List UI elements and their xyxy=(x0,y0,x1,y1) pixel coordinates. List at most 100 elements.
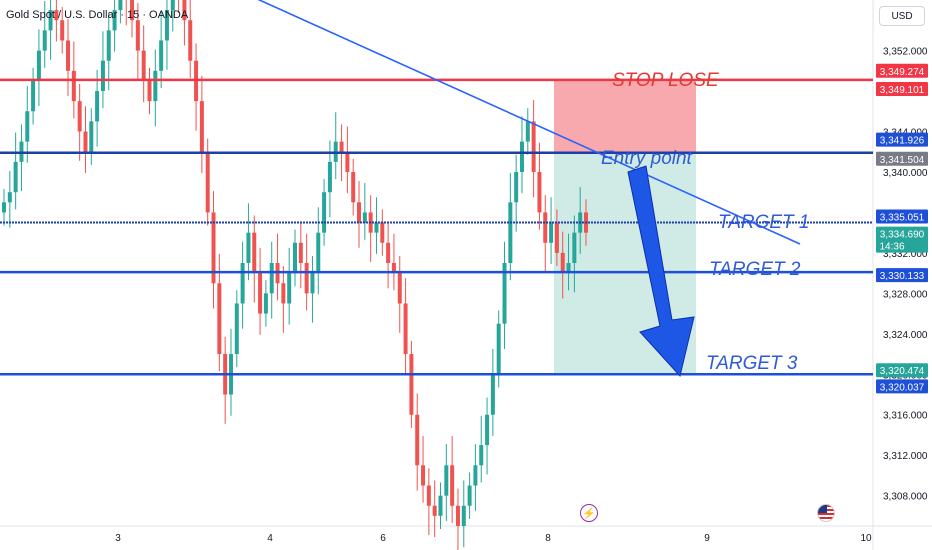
candle-body xyxy=(130,0,135,21)
countdown-label: 14:36 xyxy=(879,242,904,253)
candle-body xyxy=(415,414,420,466)
candle-body xyxy=(269,263,274,294)
candle-body xyxy=(485,414,490,446)
candle-body xyxy=(467,485,472,506)
price-tag: 3,320.474 xyxy=(876,363,928,378)
candle-body xyxy=(240,263,245,304)
candle-body xyxy=(199,101,204,152)
price-tag: 3,330.133 xyxy=(876,268,928,283)
candle-body xyxy=(496,323,501,375)
candle-body xyxy=(159,40,164,71)
candle-body xyxy=(205,151,210,213)
candle-body xyxy=(357,202,362,223)
candle-body xyxy=(153,70,158,102)
candle-body xyxy=(351,171,356,203)
candle-body xyxy=(432,505,437,516)
price-tag-label: 3,320.474 xyxy=(880,366,925,377)
candle-body xyxy=(339,141,344,152)
candle-body xyxy=(60,20,65,41)
candle-body xyxy=(77,101,82,132)
candle-body xyxy=(89,121,94,152)
candle-body xyxy=(490,374,495,415)
candle-body xyxy=(13,161,18,193)
candle-body xyxy=(514,171,519,203)
down-arrow xyxy=(627,165,695,378)
symbol-title: Gold Spot / U.S. Dollar · 15 · OANDA xyxy=(6,9,189,21)
price-tag-bg xyxy=(876,63,928,78)
price-tag-bg xyxy=(876,268,928,283)
candle-body xyxy=(48,10,53,31)
target-2-label: TARGET 2 xyxy=(709,259,801,280)
price-tag-label: 3,341.926 xyxy=(880,136,925,147)
candle-body xyxy=(502,263,507,324)
price-tag-bg xyxy=(876,151,928,166)
candle-body xyxy=(508,202,513,263)
candle-body xyxy=(118,0,123,11)
candle-body xyxy=(473,465,478,486)
candle-body xyxy=(95,91,100,122)
candle-body xyxy=(426,485,431,506)
candle-body xyxy=(66,40,71,71)
candle-body xyxy=(310,273,315,294)
candle-body xyxy=(566,263,571,274)
candle-body xyxy=(188,20,193,61)
price-tag: 3,335.051 xyxy=(876,209,928,224)
price-tag-bg xyxy=(876,209,928,224)
candle-body xyxy=(304,263,309,294)
candle-body xyxy=(147,80,152,102)
candle-body xyxy=(327,161,332,193)
candle-body xyxy=(54,10,59,21)
candle-body xyxy=(345,151,350,172)
candle-body xyxy=(112,10,117,31)
candle-body xyxy=(263,293,268,314)
candle-body xyxy=(182,0,187,21)
candle-body xyxy=(386,242,391,263)
price-tag: 3,320.037 xyxy=(876,379,928,394)
x-tick-label: 9 xyxy=(704,533,710,544)
candle-body xyxy=(36,50,41,81)
candle-body xyxy=(164,10,169,41)
candle-body xyxy=(461,505,466,526)
candle-body xyxy=(31,80,36,112)
x-tick-label: 4 xyxy=(267,533,273,544)
candle-body xyxy=(455,505,460,526)
candle-body xyxy=(438,495,443,516)
stop-loss-label: STOP LOSE xyxy=(612,70,719,91)
us-flag-icon[interactable] xyxy=(817,504,835,522)
price-tag-bg xyxy=(876,226,928,253)
price-tag-label: 3,320.037 xyxy=(880,382,925,393)
candle-body xyxy=(42,30,47,51)
currency-selector[interactable]: USD xyxy=(879,6,925,26)
candle-body xyxy=(141,50,146,81)
candle-body xyxy=(287,273,292,304)
candle-body xyxy=(258,273,263,314)
y-tick-label: 3,332.000 xyxy=(883,249,928,260)
candle-body xyxy=(298,242,303,263)
price-tag: 3,349.101 xyxy=(876,82,928,97)
x-tick-label: 10 xyxy=(860,533,872,544)
price-tag-label: 3,349.101 xyxy=(880,85,925,96)
candle-body xyxy=(444,465,449,496)
candle-body xyxy=(170,0,175,11)
x-tick-label: 8 xyxy=(545,533,551,544)
candle-body xyxy=(100,60,105,92)
candle-body xyxy=(293,242,297,274)
y-tick-label: 3,316.000 xyxy=(883,411,928,422)
candle-body xyxy=(519,141,524,172)
lightning-icon[interactable]: ⚡ xyxy=(580,504,598,522)
candle-body xyxy=(403,303,408,355)
candle-body xyxy=(572,232,577,263)
candle-body xyxy=(211,212,216,284)
candle-body xyxy=(554,222,559,253)
x-tick-label: 3 xyxy=(115,533,121,544)
price-tag: 3,341.926 xyxy=(876,132,928,147)
candle-body xyxy=(374,222,379,233)
candle-body xyxy=(560,252,565,274)
candle-body xyxy=(234,303,239,355)
candle-body xyxy=(537,171,542,213)
target-3-label: TARGET 3 xyxy=(706,353,798,374)
y-tick-label: 3,340.000 xyxy=(883,168,928,179)
candle-body xyxy=(391,263,396,274)
